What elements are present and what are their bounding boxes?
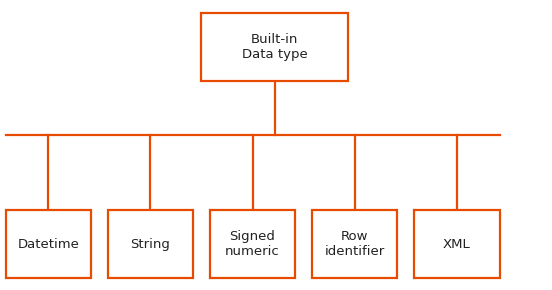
FancyBboxPatch shape [6, 210, 91, 278]
Text: Datetime: Datetime [17, 238, 79, 251]
FancyBboxPatch shape [210, 210, 295, 278]
Text: Built-in
Data type: Built-in Data type [242, 33, 307, 61]
FancyBboxPatch shape [108, 210, 193, 278]
FancyBboxPatch shape [414, 210, 500, 278]
FancyBboxPatch shape [201, 13, 348, 81]
FancyBboxPatch shape [312, 210, 397, 278]
Text: XML: XML [443, 238, 471, 251]
Text: Signed
numeric: Signed numeric [225, 230, 280, 258]
Text: String: String [130, 238, 171, 251]
Text: Row
identifier: Row identifier [325, 230, 385, 258]
